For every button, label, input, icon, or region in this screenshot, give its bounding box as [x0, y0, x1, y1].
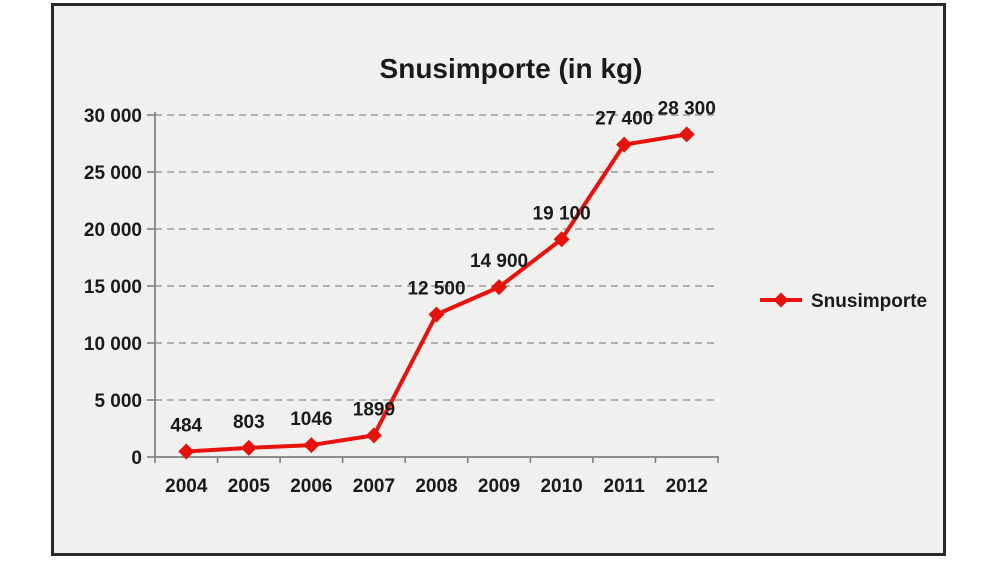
axes: 0 5 000 10 000 15 000 20 000 25 000 30 000 2004…	[84, 106, 719, 497]
data-point-marker	[303, 437, 320, 454]
legend-diamond-icon	[773, 292, 789, 308]
data-point-marker	[240, 439, 257, 456]
data-label: 1899	[353, 399, 395, 420]
legend-label: Snusimporte	[811, 291, 927, 312]
x-tick-label: 2006	[290, 476, 332, 497]
y-tick-label: 30 000	[84, 106, 142, 127]
data-point-marker	[491, 279, 508, 296]
x-tick-label: 2012	[666, 476, 708, 497]
y-tick-label: 20 000	[84, 220, 142, 241]
data-point-marker	[178, 443, 195, 460]
data-point-marker	[553, 231, 570, 248]
y-tick-label: 25 000	[84, 163, 142, 184]
data-point-marker	[678, 126, 695, 143]
data-series	[178, 126, 695, 460]
y-tick-label: 15 000	[84, 277, 142, 298]
x-tick-label: 2004	[165, 476, 208, 497]
data-label: 12 500	[407, 279, 465, 300]
x-tick-label: 2008	[415, 476, 457, 497]
chart-frame: Snusimporte (in kg) 0 5 000 10 000 15 000 20…	[51, 3, 946, 556]
data-label: 484	[170, 415, 202, 436]
data-label: 1046	[290, 409, 332, 430]
data-point-marker	[428, 306, 445, 323]
plot-area: Snusimporte (in kg) 0 5 000 10 000 15 000 20…	[84, 53, 927, 497]
y-tick-label: 10 000	[84, 334, 142, 355]
data-point-marker	[616, 136, 633, 153]
data-label: 803	[233, 412, 265, 433]
x-tick-label: 2010	[540, 476, 582, 497]
data-label: 19 100	[533, 203, 591, 224]
legend: Snusimporte	[760, 291, 927, 312]
chart-title: Snusimporte (in kg)	[380, 53, 643, 84]
x-tick-label: 2011	[604, 476, 646, 497]
x-tick-label: 2007	[353, 476, 395, 497]
y-tick-label: 5 000	[94, 391, 142, 412]
x-tick-label: 2009	[478, 476, 520, 497]
data-label: 14 900	[470, 251, 528, 272]
y-tick-label: 0	[131, 448, 142, 469]
gridlines	[155, 114, 718, 401]
x-tick-label: 2005	[228, 476, 271, 497]
data-point-marker	[365, 427, 382, 444]
data-label: 27 400	[595, 109, 653, 130]
data-label: 28 300	[658, 98, 716, 119]
